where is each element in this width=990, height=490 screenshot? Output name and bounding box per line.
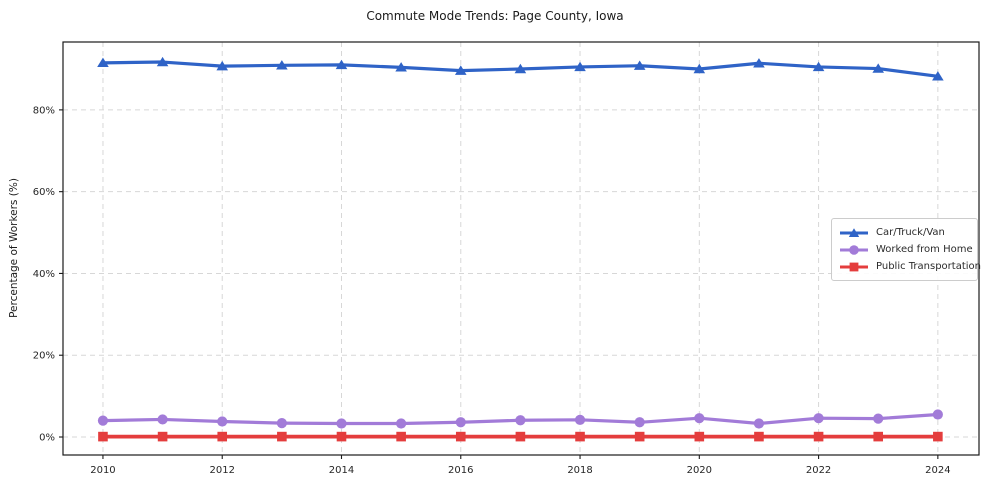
x-tick-label: 2014	[329, 465, 354, 476]
x-tick-label: 2020	[687, 465, 712, 476]
legend-label: Car/Truck/Van	[876, 227, 945, 238]
data-point-circle-marker	[276, 418, 287, 429]
y-tick-label: 40%	[33, 269, 55, 280]
data-point-square-marker	[157, 431, 168, 442]
data-point-circle-marker	[515, 415, 526, 426]
x-tick-label: 2012	[210, 465, 235, 476]
triangle-line-marker-icon	[840, 227, 868, 237]
data-point-circle-marker	[455, 417, 466, 428]
data-point-triangle-marker	[276, 60, 288, 70]
data-point-square-marker	[515, 431, 526, 442]
data-point-square-marker	[754, 431, 764, 442]
data-point-triangle-marker	[216, 60, 229, 71]
data-point-square-marker	[873, 431, 884, 442]
data-point-circle-marker	[574, 414, 586, 425]
data-point-triangle-marker	[156, 56, 169, 67]
x-tick-label: 2024	[925, 465, 950, 476]
data-point-square-marker	[217, 431, 228, 442]
x-tick-label: 2022	[806, 465, 831, 476]
data-point-triangle-marker	[454, 65, 467, 75]
legend-item-car-truck-van: Car/Truck/Van	[839, 224, 970, 241]
data-point-square-marker	[336, 431, 347, 442]
data-point-circle-marker	[634, 417, 645, 428]
data-point-triangle-marker	[335, 59, 348, 70]
legend-label: Public Transportation	[876, 261, 981, 272]
data-point-square-marker	[933, 431, 943, 442]
data-point-triangle-marker	[693, 63, 706, 74]
data-point-circle-marker	[217, 416, 228, 427]
data-point-circle-marker	[97, 415, 109, 426]
x-tick-label: 2010	[90, 465, 115, 476]
data-point-circle-marker	[694, 413, 705, 424]
data-point-circle-marker	[932, 409, 943, 420]
plot-frame	[62, 41, 980, 456]
data-point-circle-marker	[813, 413, 824, 424]
y-tick-label: 0%	[39, 433, 55, 444]
data-point-square-marker	[694, 431, 705, 442]
legend-item-public-transportation: Public Transportation	[839, 258, 981, 275]
chart-title: Commute Mode Trends: Page County, Iowa	[366, 9, 624, 23]
legend-label: Worked from Home	[876, 244, 973, 255]
data-point-square-marker	[813, 431, 824, 442]
x-tick-label: 2018	[567, 465, 592, 476]
data-point-triangle-marker	[97, 57, 109, 68]
data-point-triangle-marker	[872, 63, 885, 73]
data-point-triangle-marker	[753, 58, 765, 68]
y-tick-label: 60%	[33, 187, 55, 198]
data-point-triangle-marker	[574, 61, 586, 72]
data-point-triangle-marker	[932, 71, 944, 81]
data-point-triangle-marker	[514, 63, 527, 74]
legend-sample-marker	[849, 244, 859, 255]
legend-sample-marker	[848, 227, 860, 237]
x-tick-label: 2016	[448, 465, 473, 476]
circle-line-marker-icon	[840, 244, 868, 255]
legend: Car/Truck/Van Worked from Home Public Tr…	[831, 218, 981, 281]
data-point-circle-marker	[157, 414, 168, 425]
data-point-square-marker	[396, 431, 406, 442]
data-point-triangle-marker	[812, 61, 825, 72]
data-point-circle-marker	[396, 418, 407, 429]
legend-item-worked-from-home: Worked from Home	[839, 241, 973, 258]
data-point-square-marker	[277, 431, 287, 442]
data-point-circle-marker	[873, 413, 884, 424]
data-point-square-marker	[455, 431, 466, 442]
data-point-square-marker	[575, 431, 585, 442]
data-point-circle-marker	[336, 418, 347, 429]
y-tick-label: 20%	[33, 351, 55, 362]
data-point-triangle-marker	[633, 60, 646, 70]
legend-sample-marker	[849, 262, 859, 271]
data-point-triangle-marker	[395, 62, 407, 72]
y-tick-label: 80%	[33, 105, 55, 116]
data-point-circle-marker	[753, 418, 765, 429]
square-line-marker-icon	[840, 262, 868, 271]
data-point-square-marker	[98, 431, 108, 442]
data-point-square-marker	[634, 431, 645, 442]
